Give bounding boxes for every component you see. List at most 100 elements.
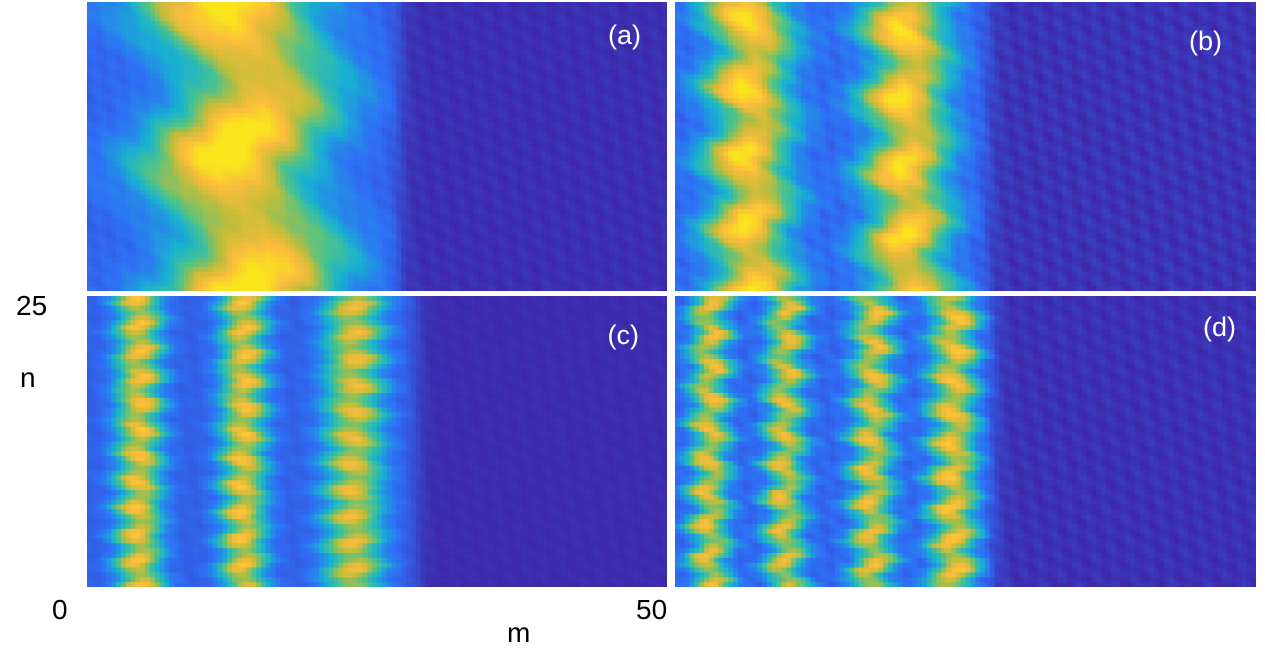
heatmap-cell [193,35,199,42]
heatmap-cell [662,189,667,196]
heatmap-cell [135,35,141,42]
heatmap-cell [251,156,257,162]
heatmap-cell [87,69,93,75]
heatmap-cell [604,11,610,18]
heatmap-cell [507,136,513,143]
heatmap-cell [377,16,383,22]
heatmap-cell [594,69,600,75]
heatmap-cell [541,103,547,109]
heatmap-cell [580,185,586,191]
heatmap-cell [241,117,248,124]
heatmap-cell [459,189,465,196]
heatmap-cell [435,69,441,75]
heatmap-cell [125,26,132,32]
heatmap-cell [256,50,262,56]
heatmap-cell [444,21,451,27]
heatmap-cell [560,170,567,176]
heatmap-cell [145,74,151,80]
heatmap-cell [589,117,596,124]
heatmap-cell [106,170,112,176]
heatmap-cell [362,40,368,46]
heatmap-cell [546,98,552,104]
heatmap-cell [628,88,634,95]
heatmap-cell [111,199,117,205]
heatmap-cell [638,11,644,18]
heatmap-cell [178,112,185,119]
heatmap-cell [618,45,625,51]
heatmap-cell [135,127,141,133]
heatmap-cell [575,141,581,148]
heatmap-cell [546,165,552,172]
heatmap-cell [111,194,117,201]
heatmap-cell [517,88,523,95]
heatmap-cell [381,194,388,201]
heatmap-cell [135,199,141,205]
heatmap-cell [323,117,330,124]
heatmap-cell [638,151,644,157]
heatmap-cell [377,122,383,128]
heatmap-cell [251,107,257,114]
heatmap-cell [468,21,475,27]
heatmap-cell [314,103,320,109]
heatmap-cell [207,64,214,71]
heatmap-cell [241,170,248,176]
heatmap-cell [207,170,214,176]
heatmap-cell [464,64,470,71]
heatmap-cell [251,69,257,75]
heatmap-cell [454,54,460,61]
heatmap-cell [265,175,272,181]
heatmap-cell [473,156,480,162]
heatmap-cell [589,141,596,148]
heatmap-cell [193,103,199,109]
heatmap-cell [522,136,528,143]
heatmap-cell [309,35,315,42]
heatmap-cell [159,88,165,95]
heatmap-cell [217,93,223,99]
heatmap-cell [159,122,165,128]
heatmap-cell [275,146,281,152]
heatmap-cell [246,199,252,205]
heatmap-cell [241,156,248,162]
heatmap-cell [401,156,407,162]
heatmap-cell [280,199,286,205]
heatmap-cell [256,6,262,13]
heatmap-cell [116,11,122,18]
heatmap-cell [468,136,475,143]
heatmap-cell [241,127,248,133]
heatmap-cell [174,59,180,66]
heatmap-cell [478,127,484,133]
heatmap-cell [116,16,122,22]
heatmap-cell [652,83,658,90]
heatmap-cell [174,117,180,124]
heatmap-cell [154,59,161,66]
heatmap-cell [299,117,306,124]
heatmap-cell [594,132,600,138]
heatmap-cell [96,194,103,201]
heatmap-cell [420,122,426,128]
heatmap-cell [309,54,315,61]
heatmap-cell [493,2,499,8]
heatmap-cell [522,194,528,201]
heatmap-cell [280,180,286,186]
heatmap-cell [377,45,383,51]
heatmap-cell [227,88,233,95]
heatmap-cell [87,180,93,186]
heatmap-cell [381,146,388,152]
heatmap-cell [507,64,513,71]
heatmap-cell [193,132,199,138]
heatmap-cell [227,98,233,104]
heatmap-cell [406,26,412,32]
heatmap-cell [589,98,596,104]
heatmap-cell [425,30,431,37]
heatmap-cell [299,59,306,66]
heatmap-cell [435,175,441,181]
heatmap-cell [343,93,349,99]
heatmap-cell [555,93,562,99]
heatmap-cell [111,11,117,18]
heatmap-cell [618,146,625,152]
heatmap-cell [120,88,127,95]
heatmap-cell [217,175,223,181]
heatmap-cell [174,141,180,148]
heatmap-cell [459,122,465,128]
heatmap-cell [483,107,489,114]
